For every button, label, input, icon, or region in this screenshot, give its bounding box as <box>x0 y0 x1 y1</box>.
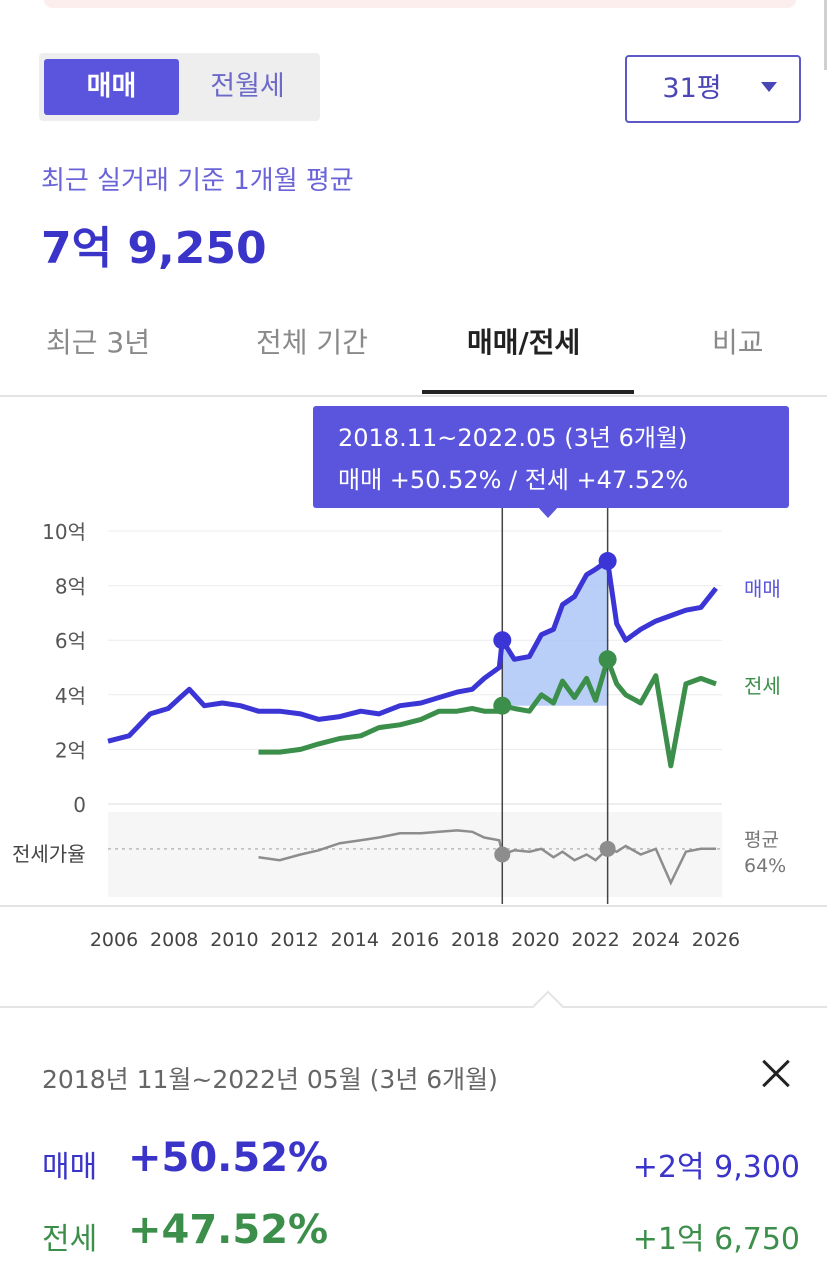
tooltip-range: 2018.11~2022.05 (3년 6개월) <box>338 424 688 452</box>
average-price: 7억 9,250 <box>41 223 267 274</box>
rent-selection-point[interactable] <box>493 696 512 715</box>
ratio-average-value: 64% <box>744 855 786 877</box>
trade-type-toggle: 매매 전월세 <box>39 53 320 121</box>
x-tick-label: 2016 <box>391 929 439 951</box>
rent-selection-point[interactable] <box>598 650 617 669</box>
sale-selection-point[interactable] <box>598 552 617 571</box>
top-banner-edge <box>44 0 796 8</box>
ratio-line <box>258 829 716 886</box>
sale-change-pct: +50.52% <box>128 1135 329 1181</box>
x-tick-label: 2022 <box>571 929 619 951</box>
sale-series-line <box>107 558 718 744</box>
y-tick-label: 6억 <box>55 629 86 653</box>
detail-range: 2018년 11월~2022년 05월 (3년 6개월) <box>42 1065 498 1094</box>
y-tick-label: 0 <box>73 793 86 817</box>
ratio-average-label: 평균 <box>744 829 779 851</box>
rent-series-line <box>258 656 717 769</box>
sale-selection-point[interactable] <box>493 631 512 650</box>
x-tick-label: 2026 <box>692 929 740 951</box>
scrollbar[interactable] <box>824 0 827 70</box>
period-tabs: 최근 3년 전체 기간 매매/전세 비교 <box>0 305 827 395</box>
rent-change-pct: +47.52% <box>128 1207 329 1253</box>
x-tick-label: 2020 <box>511 929 559 951</box>
size-dropdown[interactable]: 31평 <box>625 55 801 123</box>
selection-tooltip: 2018.11~2022.05 (3년 6개월) 매매 +50.52% / 전세… <box>313 406 789 508</box>
tooltip-pointer <box>537 506 559 518</box>
rent-change-amount: +1억 6,750 <box>632 1222 800 1257</box>
ratio-selection-point[interactable] <box>599 840 616 857</box>
tab-all-period[interactable]: 전체 기간 <box>256 326 368 359</box>
x-tick-label: 2014 <box>331 929 379 951</box>
y-tick-label: 2억 <box>55 738 86 762</box>
y-tick-label: 4억 <box>55 684 86 708</box>
x-tick-label: 2012 <box>270 929 318 951</box>
active-tab-indicator <box>422 390 634 394</box>
tab-recent-3-years[interactable]: 최근 3년 <box>46 326 150 359</box>
x-tick-label: 2008 <box>150 929 198 951</box>
x-tick-label: 2006 <box>90 929 138 951</box>
rent-tab-button[interactable]: 전월세 <box>210 71 285 102</box>
x-tick-label: 2018 <box>451 929 499 951</box>
y-tick-label: 8억 <box>55 575 86 599</box>
close-icon[interactable] <box>756 1054 796 1094</box>
detail-panel-border <box>0 1006 827 1008</box>
ratio-label: 전세가율 <box>12 842 86 866</box>
tab-compare[interactable]: 비교 <box>712 326 764 359</box>
rent-series-label: 전세 <box>744 674 781 698</box>
ratio-selection-point[interactable] <box>494 846 511 863</box>
ratio-strip-background <box>108 812 722 897</box>
sale-series-label: 매매 <box>744 577 781 601</box>
tabs-divider <box>0 395 827 397</box>
chevron-down-icon <box>761 82 777 92</box>
selection-shading <box>502 561 608 706</box>
sale-label: 매매 <box>42 1150 98 1185</box>
tab-sale-rent[interactable]: 매매/전세 <box>467 326 581 359</box>
x-tick-label: 2010 <box>210 929 258 951</box>
x-tick-label: 2024 <box>632 929 680 951</box>
sale-change-amount: +2억 9,300 <box>632 1150 800 1185</box>
detail-panel-pointer <box>532 990 564 1022</box>
price-basis-subtitle: 최근 실거래 기준 1개월 평균 <box>41 166 354 196</box>
size-dropdown-value: 31평 <box>662 73 722 104</box>
rent-label: 전세 <box>42 1222 98 1257</box>
y-tick-label: 10억 <box>42 520 86 544</box>
sale-tab-button[interactable]: 매매 <box>44 59 179 115</box>
tooltip-changes: 매매 +50.52% / 전세 +47.52% <box>338 466 689 494</box>
